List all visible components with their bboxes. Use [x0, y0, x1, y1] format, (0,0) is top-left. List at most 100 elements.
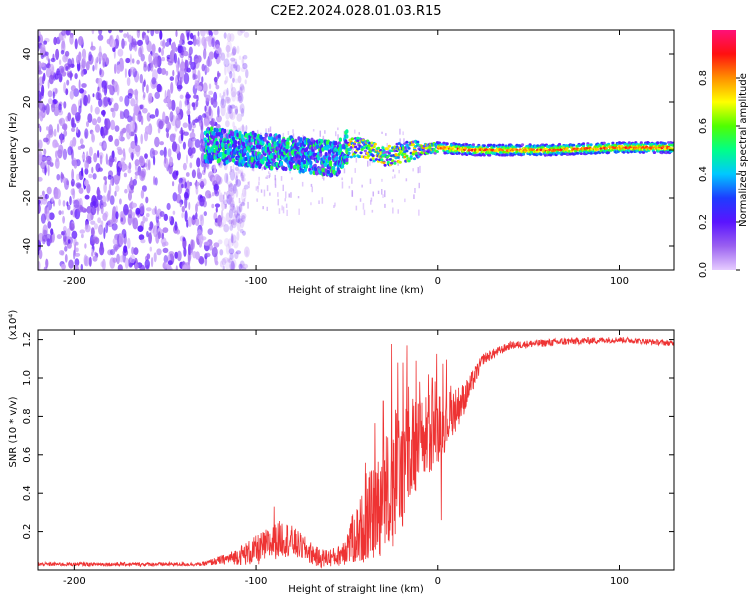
spectrogram-cell: [341, 181, 344, 189]
spectrogram-cell: [167, 260, 173, 266]
spectrogram-cell: [84, 243, 87, 249]
spectrogram-cell: [80, 70, 85, 77]
spectrogram-cell: [133, 149, 137, 155]
spectrogram-cell: [409, 155, 413, 158]
spectrogram-cell: [405, 178, 408, 182]
spectrogram-cell: [74, 258, 80, 267]
spectrogram-cell: [148, 232, 153, 244]
spectrogram-cell: [221, 143, 225, 148]
spectrogram-cell: [101, 195, 107, 205]
spectrogram-cell: [139, 73, 143, 84]
spectrogram-cell: [230, 63, 236, 72]
spectrogram-cell: [59, 250, 65, 256]
spectrogram-cell: [208, 83, 212, 90]
spectrogram-cell: [139, 104, 144, 110]
spectrogram-cell: [208, 105, 212, 117]
spectrogram-cell: [58, 65, 65, 74]
spectrogram-cell: [282, 132, 285, 140]
spectrogram-cell: [251, 167, 254, 171]
spectrogram-cell: [115, 211, 119, 220]
spectrogram-cell: [211, 203, 215, 209]
spectrogram-cell: [581, 142, 586, 146]
spectrogram-cell: [43, 148, 47, 155]
spectrogram-cell: [62, 230, 67, 243]
spectrogram-cell: [119, 198, 122, 205]
spectrogram-cell: [232, 164, 235, 174]
spectrogram-cell: [402, 131, 404, 136]
spectrogram-cell: [108, 30, 112, 34]
spectrogram-cell: [197, 36, 201, 47]
spectrogram-cell: [225, 44, 231, 53]
spectrogram-cell: [122, 164, 126, 169]
spectrogram-cell: [229, 252, 234, 260]
spectrogram-cell: [235, 250, 241, 255]
spectrogram-cell: [236, 219, 241, 232]
spectrogram-cell: [73, 249, 76, 260]
spectrogram-cell: [237, 92, 244, 104]
spectrogram-cell: [119, 96, 124, 102]
spectrogram-cell: [482, 144, 486, 148]
snr-ytick-label: 1.0: [22, 370, 33, 386]
spectrogram-cell: [386, 160, 390, 164]
spectrogram-cell: [62, 215, 65, 224]
spectrogram-cell: [352, 142, 357, 146]
spectrogram-cell: [559, 145, 563, 149]
spectrogram-cell: [155, 212, 159, 217]
spectrogram-cell: [38, 35, 41, 43]
spectrogram-cell: [232, 183, 237, 194]
spectrogram-cell: [58, 144, 64, 155]
spectrogram-cell: [412, 168, 414, 172]
spectrogram-cell: [139, 264, 146, 270]
spectrogram-cell: [146, 253, 151, 260]
spectrogram-cell: [81, 83, 87, 88]
spectrogram-cell: [74, 73, 78, 80]
spectrogram-cell: [335, 156, 339, 161]
spectrogram-cell: [236, 45, 240, 54]
spectrogram-cell: [234, 140, 238, 145]
spectrogram-cell: [144, 34, 148, 41]
spectrogram-cell: [349, 155, 353, 159]
spectrogram-cell: [362, 146, 366, 150]
spectrogram-cell: [124, 95, 130, 107]
spectrogram-cell: [372, 191, 374, 197]
spectrogram-cell: [92, 93, 95, 98]
spectrogram-cell: [355, 157, 358, 163]
spectrogram-cell: [55, 157, 59, 162]
spectrogram-cell: [239, 30, 246, 34]
spectrogram-cell: [343, 130, 345, 138]
spectrogram-cell: [203, 241, 210, 246]
spectrogram-cell: [237, 218, 243, 224]
spectrogram-cell: [123, 245, 128, 254]
spectrogram-cell: [130, 98, 136, 107]
spectrogram-cell: [58, 73, 63, 83]
spectrogram-cell: [281, 205, 283, 211]
spectrogram-cell: [267, 133, 269, 137]
spectrogram-cell: [210, 97, 214, 106]
spectrogram-cell: [98, 98, 103, 107]
spectrogram-cell: [392, 207, 394, 214]
spectrogram-cell: [238, 198, 241, 204]
spectrogram-cell: [381, 131, 383, 134]
spectrogram-cell: [58, 210, 62, 216]
spectrogram-cell: [371, 159, 374, 164]
spectrogram-cell: [154, 205, 157, 215]
spectrogram-cell: [132, 112, 136, 124]
spectrogram-cell: [153, 252, 157, 263]
spectrogram-cell: [194, 79, 198, 90]
spectrogram-cell: [114, 190, 117, 197]
spectrogram-cell: [253, 132, 257, 138]
spectrogram-cell: [114, 63, 117, 74]
spectrogram-cell: [285, 203, 288, 208]
spectrogram-cell: [228, 248, 235, 255]
spectrogram-cell: [214, 260, 219, 266]
spectrogram-cell: [70, 188, 75, 196]
spectrogram-cell: [445, 145, 449, 149]
spectrogram-cell: [186, 180, 190, 189]
spectrogram-cell: [97, 116, 102, 124]
spectrogram-cell: [309, 164, 313, 169]
spectrogram-cell: [310, 183, 313, 187]
spectrogram-cell: [100, 261, 105, 268]
spectrogram-cell: [227, 238, 232, 250]
spectrogram-cell: [607, 151, 611, 154]
spectrogram-cell: [218, 192, 223, 203]
